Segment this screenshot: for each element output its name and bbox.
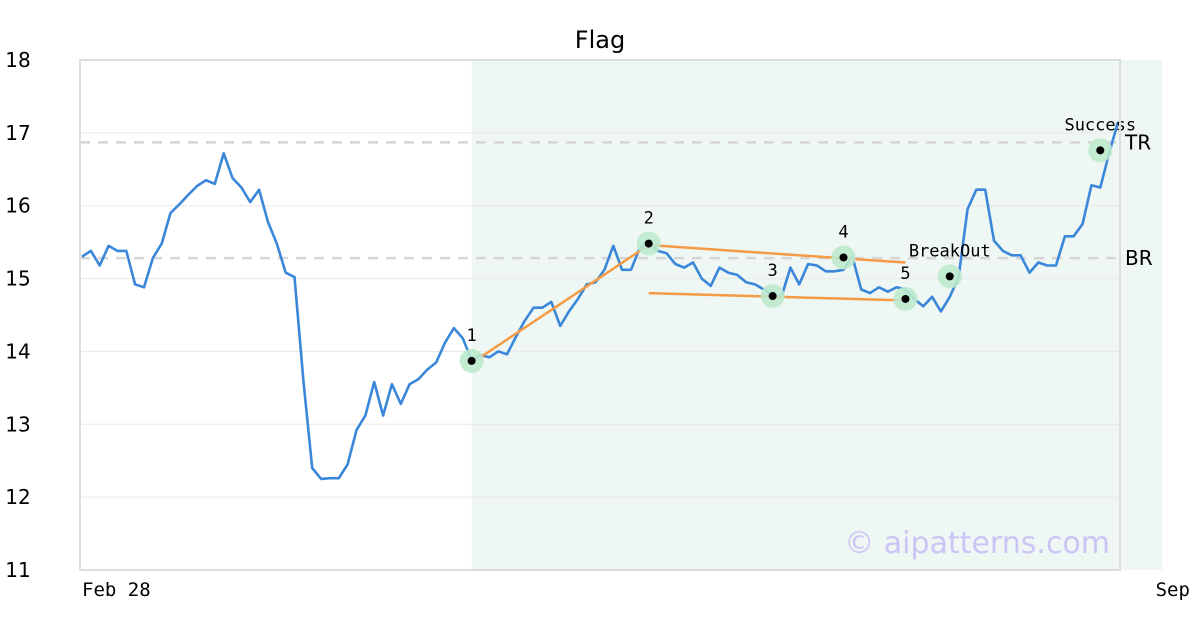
point-marker: [901, 294, 910, 303]
point-label: 2: [644, 209, 654, 229]
y-tick-label: 11: [5, 558, 30, 582]
y-tick-label: 15: [5, 267, 30, 291]
x-tick-label: Feb 28: [82, 579, 151, 601]
trend-line: [479, 244, 650, 359]
y-tick-label: 13: [5, 412, 30, 436]
point-marker: [467, 356, 476, 365]
chart-title: Flag: [575, 26, 625, 54]
y-tick-label: 12: [5, 485, 30, 509]
price-line: [81, 121, 1120, 481]
point-label: BreakOut: [909, 241, 991, 261]
point-label: 4: [838, 222, 848, 242]
point-label: 5: [900, 264, 910, 284]
point-marker: [1096, 146, 1105, 155]
reference-label: TR: [1124, 130, 1151, 154]
y-tick-label: 18: [5, 48, 30, 72]
reference-label: BR: [1125, 246, 1153, 270]
reference-lines: TR BR: [80, 130, 1153, 270]
x-axis-ticks: Feb 28 Sep 02: [82, 579, 1200, 601]
y-tick-label: 16: [5, 194, 30, 218]
watermark: © aipatterns.com: [844, 526, 1110, 561]
y-tick-label: 17: [5, 121, 30, 145]
trend-line: [648, 243, 906, 264]
point-label: Success: [1064, 115, 1136, 135]
plot-frame: [79, 59, 1121, 571]
pattern-points: 1 2 3 4 5 BreakOut Success: [459, 115, 1136, 373]
grid-lines: [80, 132, 1120, 498]
point-marker: [644, 239, 653, 248]
point-marker: [768, 292, 777, 301]
x-tick-label: Sep 02: [1156, 579, 1200, 601]
highlight-region: [471, 60, 1163, 570]
point-marker: [839, 253, 848, 262]
y-tick-label: 14: [5, 339, 30, 363]
y-axis-ticks: 11 12 13 14 15 16 17 18: [5, 48, 30, 582]
point-label: 3: [768, 261, 778, 281]
point-marker: [945, 272, 954, 281]
point-label: 1: [466, 326, 476, 346]
